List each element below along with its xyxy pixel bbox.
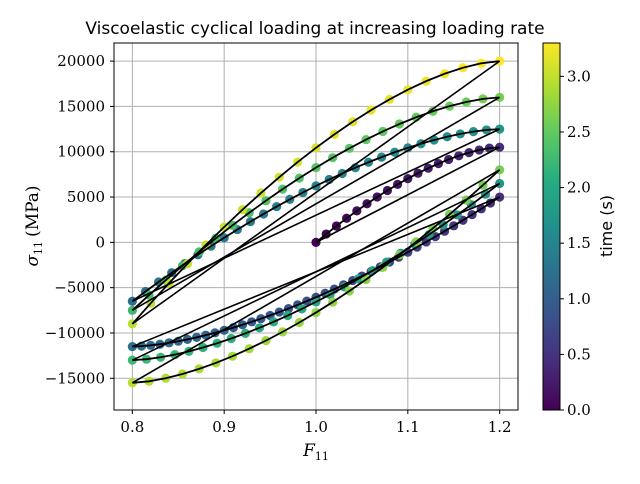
colorbar-tick-label: 3.0 (567, 67, 591, 85)
x-axis-label-sub: 11 (315, 450, 329, 463)
model-line (131, 60, 500, 325)
model-chord-line (132, 182, 500, 361)
colorbar-tick-label: 2.5 (567, 123, 591, 141)
y-tick-label: −15000 (45, 369, 105, 387)
x-axis-label-main: F (302, 441, 316, 461)
y-axis-label: σ11 (MPa) (23, 185, 45, 266)
x-tick-label: 1.1 (396, 418, 420, 436)
colorbar-tick-label: 1.0 (567, 290, 591, 308)
colorbar-tick-label: 0.0 (567, 401, 591, 419)
model-line (132, 169, 501, 384)
model-chord-line (131, 96, 501, 312)
model-chord-line (131, 169, 501, 384)
y-tick-label: 5000 (67, 188, 105, 206)
y-tick-label: 20000 (57, 52, 105, 70)
model-chord-line (132, 128, 500, 302)
model-chord-line (131, 60, 501, 325)
colorbar-tick-label: 1.5 (567, 234, 591, 252)
colorbar-tick-label: 0.5 (567, 345, 591, 363)
model-lines (131, 60, 501, 384)
y-tick-label: −10000 (45, 324, 105, 342)
model-line (132, 196, 501, 348)
x-tick-label: 1.0 (304, 418, 328, 436)
x-axis-label: F11 (302, 441, 329, 463)
y-axis-label-main: σ (23, 255, 43, 267)
y-tick-label: 0 (95, 233, 105, 251)
x-tick-label: 0.8 (120, 418, 144, 436)
data-point (495, 142, 505, 152)
y-axis-label-unit: (MPa) (23, 185, 43, 236)
x-ticks: 0.8 0.9 1.0 1.1 1.2 (120, 410, 512, 436)
chart-title: Viscoelastic cyclical loading at increas… (85, 19, 544, 39)
colorbar-tick-label: 2.0 (567, 179, 591, 197)
y-axis-label-sub: 11 (32, 241, 45, 255)
x-tick-label: 1.2 (488, 418, 512, 436)
data-point (495, 192, 505, 202)
colorbar-ticks: 0.0 0.5 1.0 1.5 2.0 2.5 3.0 (560, 67, 591, 419)
colorbar (542, 42, 561, 411)
y-tick-label: 10000 (57, 143, 105, 161)
colorbar-label: time (s) (597, 195, 616, 257)
y-ticks: −15000 −10000 −5000 0 5000 10000 15000 20000 (45, 52, 114, 387)
model-line (315, 146, 500, 244)
model-line (132, 182, 501, 362)
model-chord-line (315, 146, 501, 244)
y-tick-label: −5000 (54, 279, 105, 297)
x-tick-label: 0.9 (212, 418, 236, 436)
y-tick-label: 15000 (57, 97, 105, 115)
